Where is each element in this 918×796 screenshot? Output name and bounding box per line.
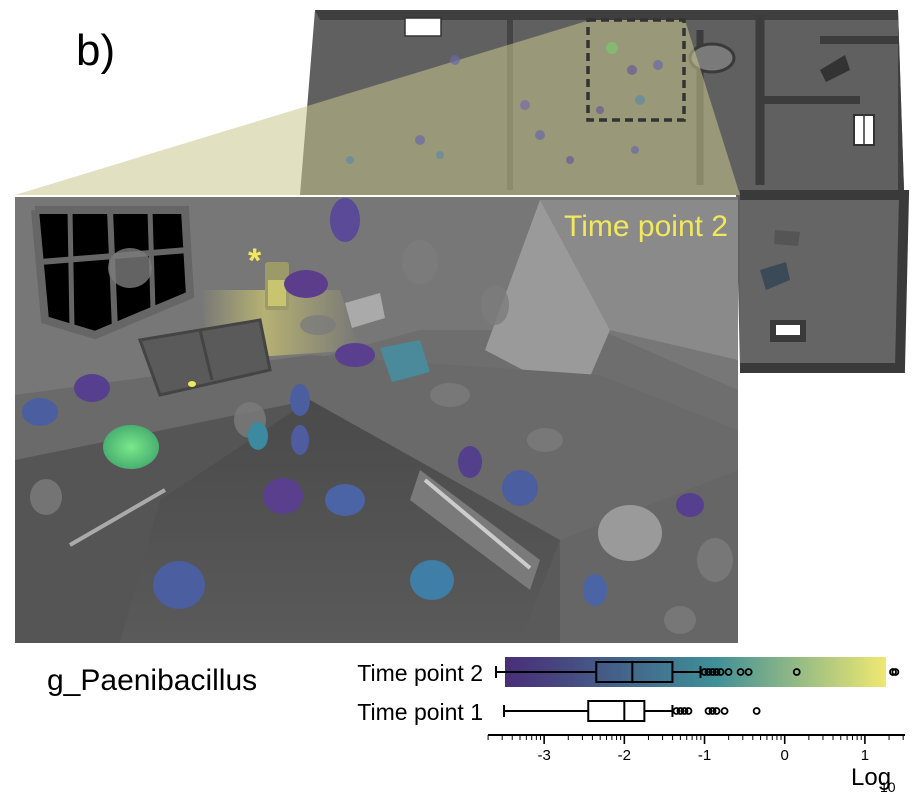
tick-label: 1 <box>861 747 869 764</box>
outlier-point <box>891 668 900 676</box>
outlier-point <box>700 668 709 676</box>
x-axis-label: Log <box>851 764 891 791</box>
highlight-marker: * <box>248 242 262 280</box>
outlier-point <box>712 707 721 715</box>
outlier-point <box>672 707 681 715</box>
swab-samples <box>22 198 704 609</box>
outlier-point <box>676 707 685 715</box>
iqr-box-time-point-1 <box>587 700 646 722</box>
outlier-point <box>684 707 693 715</box>
series-label-time-point-2: Time point 2 <box>357 660 483 686</box>
outlier-point <box>752 707 761 715</box>
tick-label: -3 <box>537 747 550 764</box>
panel-label: b) <box>76 26 116 75</box>
outlier-point <box>712 668 721 676</box>
x-axis-label-subscript: 10 <box>880 779 896 795</box>
outlier-point <box>792 668 801 676</box>
tick-label: -2 <box>618 747 631 764</box>
series-label-time-point-1: Time point 1 <box>357 699 483 725</box>
kitchen-render: * Time point 2 <box>15 197 738 643</box>
outlier-point <box>720 707 729 715</box>
outlier-point <box>724 668 733 676</box>
zoom-wedge <box>15 20 740 195</box>
focus-box <box>586 18 686 122</box>
outlier-point <box>708 707 717 715</box>
outlier-point <box>704 668 713 676</box>
outlier-point <box>704 707 713 715</box>
overlay-label: Time point 2 <box>564 210 728 243</box>
taxon-label: g_Paenibacillus <box>47 664 258 697</box>
iqr-box-time-point-2 <box>595 661 674 683</box>
tick-label: -1 <box>698 747 711 764</box>
outlier-point <box>744 668 753 676</box>
tick-label: 0 <box>781 747 789 764</box>
outlier-point <box>708 668 717 676</box>
outlier-point <box>716 668 725 676</box>
outlier-point <box>680 707 689 715</box>
floor-plan-samples <box>346 42 663 164</box>
outlier-point <box>736 668 745 676</box>
